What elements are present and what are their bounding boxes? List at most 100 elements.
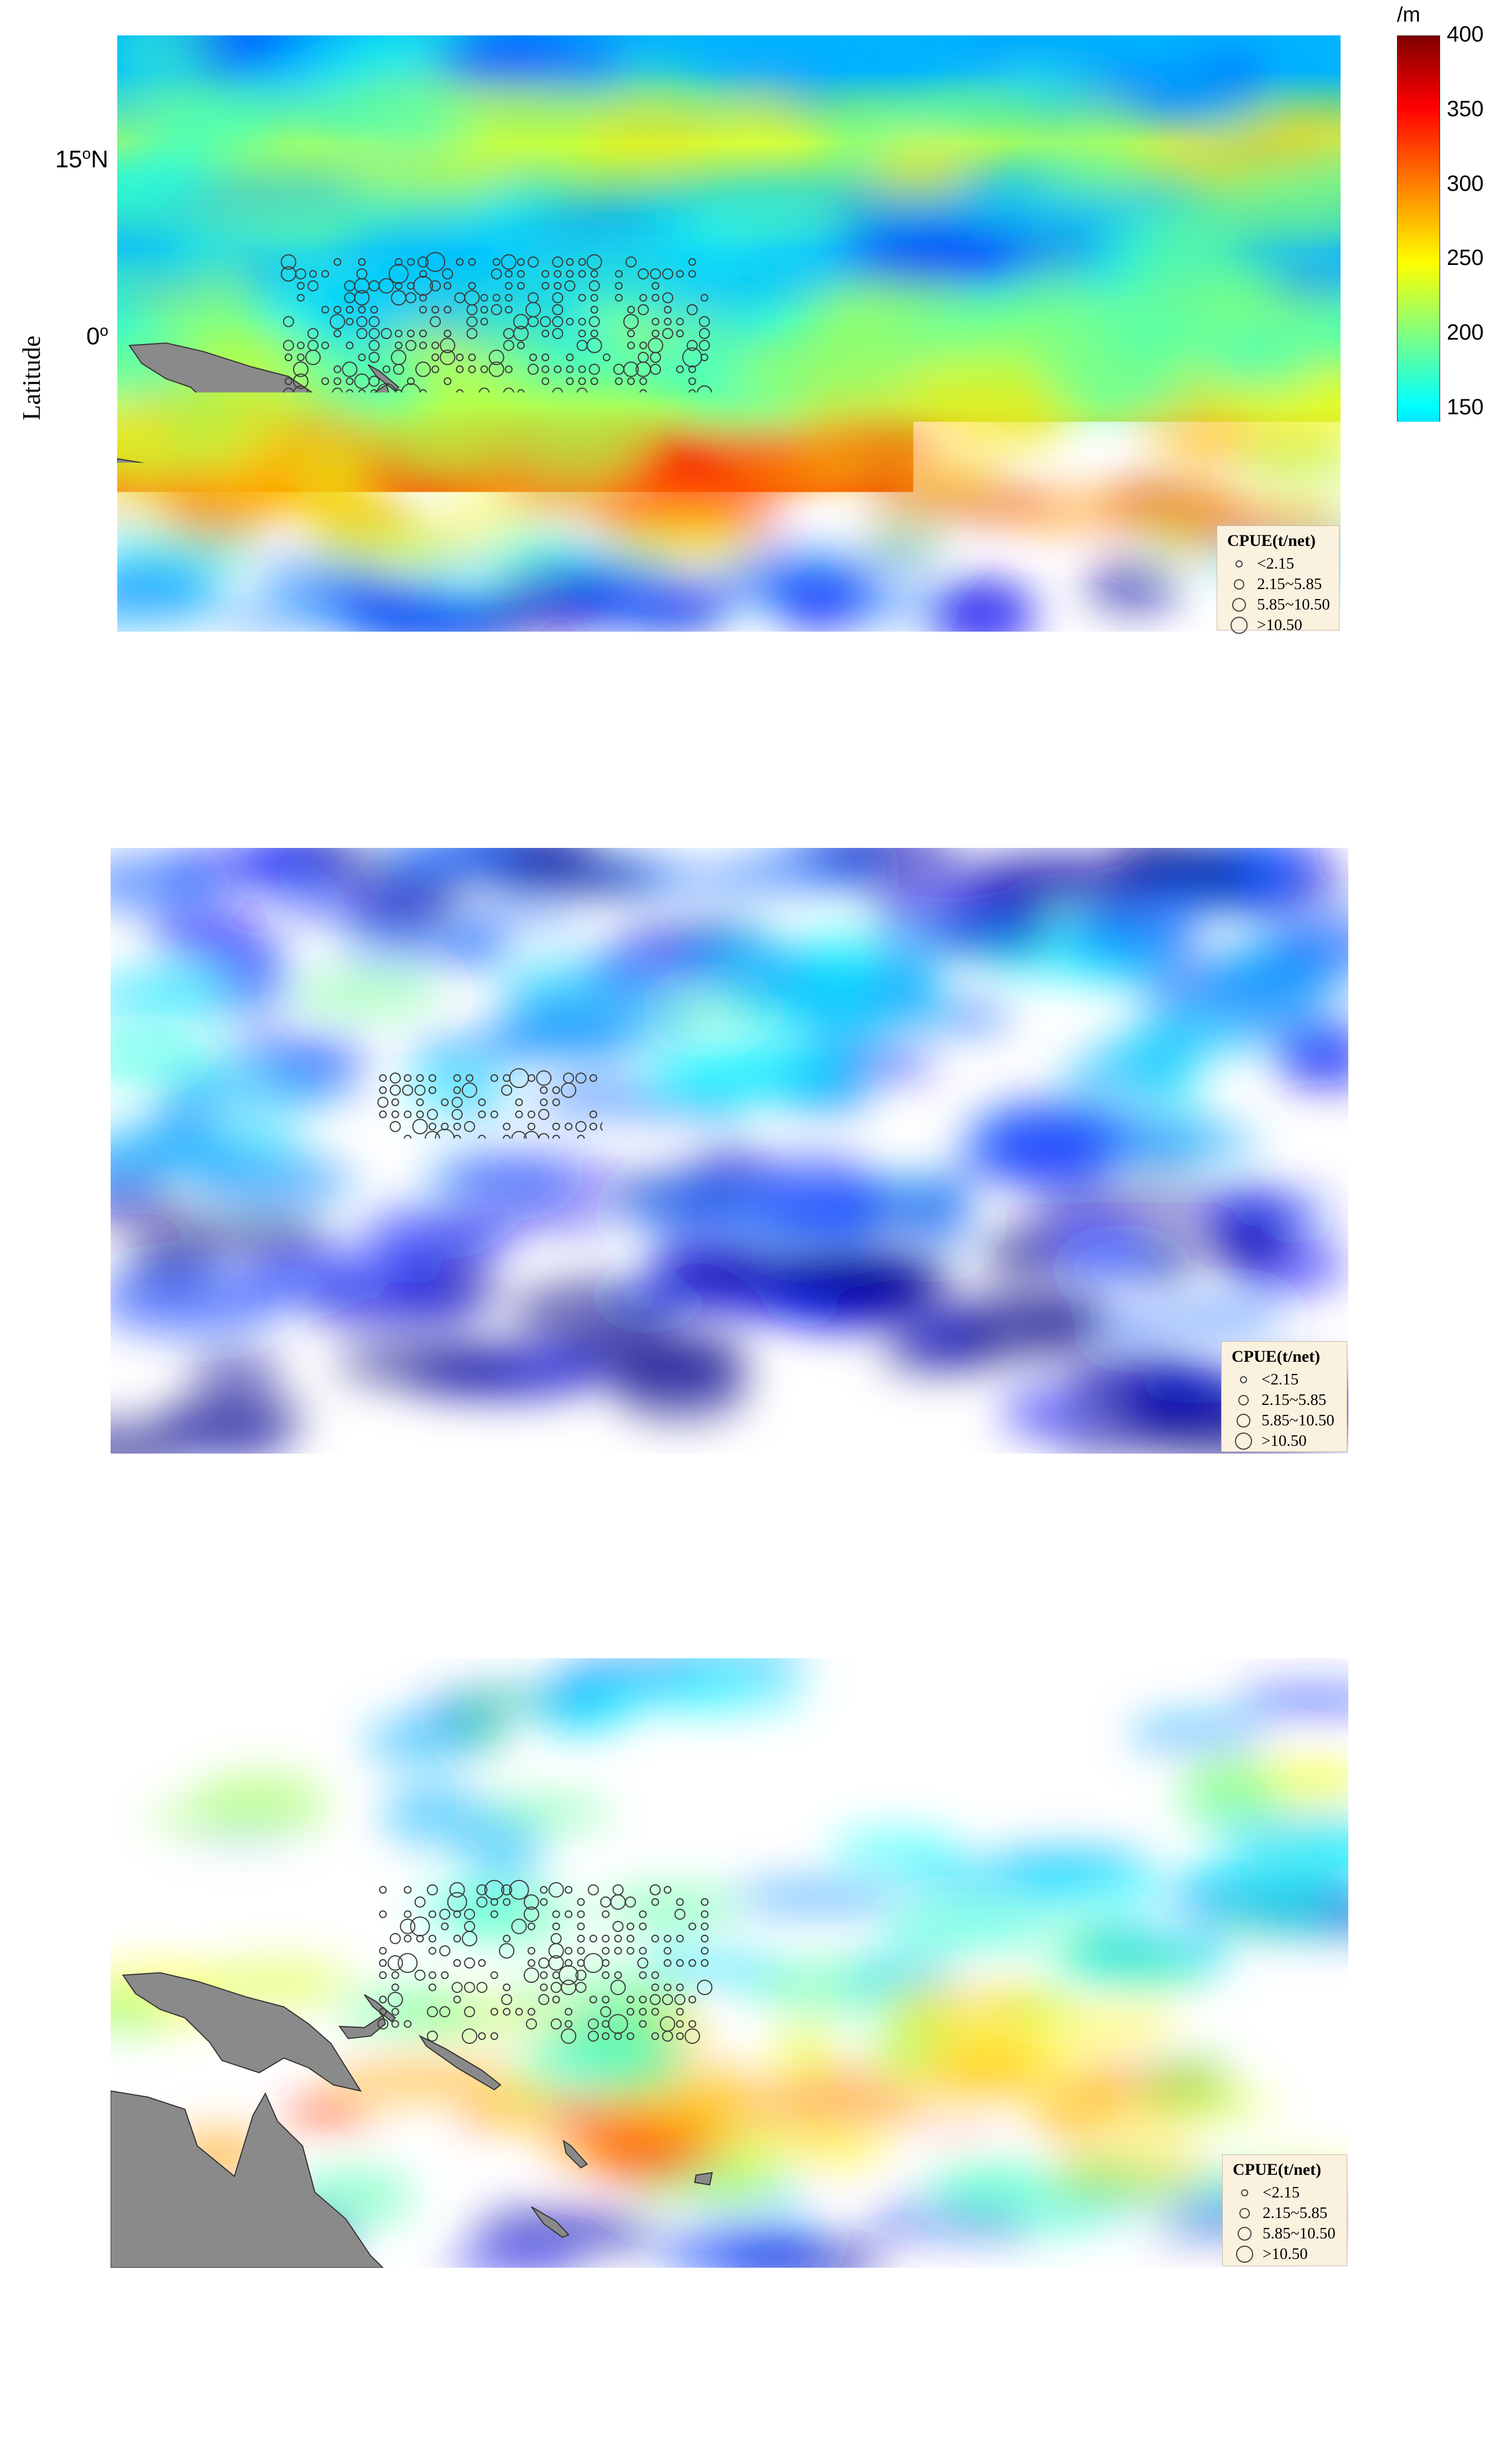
heatmap-cell xyxy=(474,174,573,211)
x-tick-130e: 130oE xyxy=(78,2281,143,2310)
heatmap-cell xyxy=(307,526,465,572)
colorbar-tick-label: 50 xyxy=(1447,2178,1472,2203)
heatmap-cell xyxy=(960,1042,1045,1075)
heatmap-cell xyxy=(930,1087,1099,1149)
colorbar-tick-label: 0.25 xyxy=(1447,1034,1490,1059)
legend-item: 2.15~5.85 xyxy=(1232,1390,1338,1410)
circle-marker-icon xyxy=(1240,1376,1247,1383)
heatmap-cell xyxy=(330,931,512,966)
cpue-legend: CPUE(t/net) <2.15 2.15~5.85 5.85~10.50 >… xyxy=(1217,525,1339,631)
legend-item: 2.15~5.85 xyxy=(1233,2203,1338,2223)
x-tick-170w: 170oW xyxy=(817,1467,890,1496)
legend-item: <2.15 xyxy=(1233,2183,1338,2203)
heatmap-cell xyxy=(617,1800,811,1844)
heatmap-cell xyxy=(1156,134,1329,169)
heatmap-cell xyxy=(703,177,848,226)
colorbar-tick-label: 50 xyxy=(1447,544,1472,569)
heatmap-cell xyxy=(830,1830,962,1869)
fiji-land xyxy=(695,2173,712,2185)
fiji-land xyxy=(695,1359,712,1371)
colorbar-tick-label: 0.15 xyxy=(1447,1237,1490,1262)
colorbar-tick-label: 0.1 xyxy=(1447,1339,1478,1363)
x-tick-170w: 170oW xyxy=(815,652,888,680)
colorbar xyxy=(1405,1658,1440,2269)
legend-item: >10.50 xyxy=(1227,615,1330,636)
heatmap-cell xyxy=(868,139,970,195)
heatmap-cell xyxy=(1102,1025,1197,1078)
heatmap-map xyxy=(111,1658,1348,2268)
heatmap-cell xyxy=(836,231,1014,288)
heatmap-cell xyxy=(851,540,942,571)
heatmap-cell xyxy=(440,1207,621,1252)
heatmap-cell xyxy=(1164,1725,1321,1790)
colorbar-tick-label: 250 xyxy=(1447,1873,1484,1898)
x-axis-label: Longitude xyxy=(689,715,793,744)
heatmap-cell xyxy=(1029,1189,1209,1223)
heatmap-map xyxy=(117,35,1341,632)
legend-item: >10.50 xyxy=(1232,1431,1338,1451)
x-tick-170w: 170oW xyxy=(817,2281,890,2310)
y-axis-label: Latitude xyxy=(17,336,46,420)
colorbar-tick-label: 400 xyxy=(1447,1645,1484,1670)
heatmap-cell xyxy=(512,419,637,490)
heatmap-cell xyxy=(859,2210,1034,2264)
heatmap-cell xyxy=(1014,2003,1179,2044)
heatmap-cell xyxy=(405,1034,550,1068)
y-tick-15s: 15oS xyxy=(14,503,108,532)
legend-item: 5.85~10.50 xyxy=(1232,1410,1338,1431)
heatmap-cell xyxy=(921,2164,1046,2199)
y-tick-15n: 15oN xyxy=(9,955,103,983)
legend-title: CPUE(t/net) xyxy=(1227,532,1330,550)
legend-item: >10.50 xyxy=(1233,2244,1338,2264)
circle-marker-icon xyxy=(1238,2227,1252,2241)
heatmap-cell xyxy=(585,92,713,164)
legend-title: CPUE(t/net) xyxy=(1232,1347,1338,1366)
heatmap-cell xyxy=(1175,1856,1326,1907)
heatmap-cell xyxy=(377,987,475,1039)
circle-marker-icon xyxy=(1234,579,1244,590)
heatmap-cell xyxy=(1068,1251,1179,1287)
heatmap-cell xyxy=(147,1800,329,1835)
colorbar-tick-label: 350 xyxy=(1447,97,1484,122)
heatmap-cell xyxy=(276,887,446,920)
colorbar-tick-label: 200 xyxy=(1447,320,1484,345)
heatmap-cell xyxy=(217,1019,344,1081)
legend-item: <2.15 xyxy=(1232,1369,1338,1390)
cpue-legend: CPUE(t/net) <2.15 2.15~5.85 5.85~10.50 >… xyxy=(1222,2154,1347,2266)
colorbar-tick-label: 350 xyxy=(1447,1721,1484,1746)
colorbar-tick-label: 0.05 xyxy=(1447,1440,1490,1465)
heatmap-cell xyxy=(644,1951,786,1987)
x-tick-150e: 150oE xyxy=(326,2281,391,2310)
heatmap-cell xyxy=(661,1251,848,1294)
panel-label: (f) xyxy=(724,2384,755,2419)
circle-marker-icon xyxy=(1241,2189,1248,2196)
colorbar-unit: /m xyxy=(1405,1626,1428,1650)
heatmap-cell xyxy=(614,511,757,571)
heatmap-cell xyxy=(797,994,875,1060)
heatmap-cell xyxy=(982,1140,1118,1189)
heatmap-cell xyxy=(586,1676,743,1716)
circle-marker-icon xyxy=(1231,617,1248,634)
colorbar-tick-label: 300 xyxy=(1447,1798,1484,1822)
circle-marker-icon xyxy=(1237,1414,1250,1428)
y-tick-15n: 15oN xyxy=(14,145,108,174)
heatmap-cell xyxy=(917,2057,1052,2095)
x-axis-label: Longitude xyxy=(687,2342,792,2371)
colorbar-unit: /m xyxy=(1397,3,1420,27)
map-canvas xyxy=(117,35,1341,632)
panel-label: (d) xyxy=(722,760,760,795)
colorbar-tick-label: 400 xyxy=(1447,22,1484,47)
colorbar-tick-label: 150 xyxy=(1447,2026,1484,2051)
legend-item: 2.15~5.85 xyxy=(1227,574,1330,595)
heatmap-cell xyxy=(513,2028,686,2100)
heatmap-cell xyxy=(1028,2098,1112,2137)
x-tick-150w: 150oW xyxy=(1060,652,1133,680)
heatmap-cell xyxy=(465,85,587,125)
heatmap-cell xyxy=(1103,362,1185,407)
heatmap-cell xyxy=(151,901,263,966)
x-tick-130e: 130oE xyxy=(85,652,150,680)
y-axis-label: Latitude xyxy=(11,1149,40,1233)
panel-e: 15oN 0o 15oS Latitude 130oE 150oE 170oE … xyxy=(0,819,1512,1626)
heatmap-cell xyxy=(382,1784,488,1846)
y-tick-15n: 15oN xyxy=(9,1768,103,1796)
